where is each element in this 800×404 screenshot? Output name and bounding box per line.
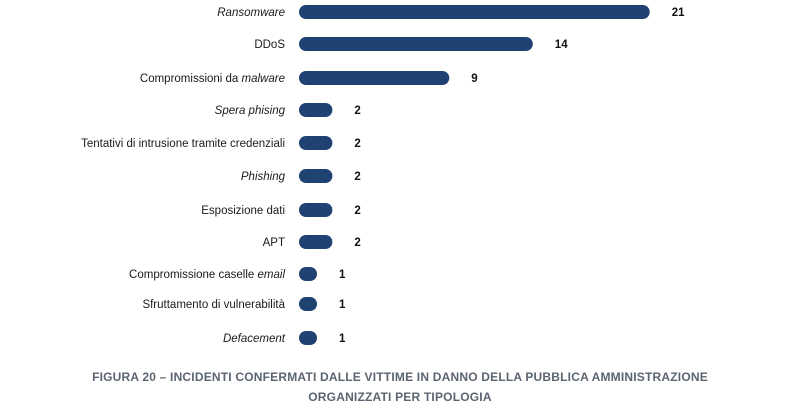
value-label-esposizione-dati: 2 — [354, 205, 360, 217]
category-label-ddos: DDoS — [254, 39, 285, 51]
figure-caption-line-1: FIGURA 20 – INCIDENTI CONFERMATI DALLE V… — [92, 370, 708, 384]
category-label-sfruttamento-di-vulnerabilit: Sfruttamento di vulnerabilità — [142, 299, 285, 311]
bar-ddos — [299, 37, 533, 51]
category-label-phishing: Phishing — [241, 171, 286, 183]
bar-tentativi-di-intrusione-tramite-credenziali — [299, 136, 333, 150]
category-label-defacement: Defacement — [223, 333, 286, 345]
category-label-tentativi-di-intrusione-tramite-credenziali: Tentativi di intrusione tramite credenzi… — [81, 138, 285, 150]
value-label-ransomware: 21 — [672, 7, 685, 19]
bar-ransomware — [299, 5, 650, 19]
bar-spera-phising — [299, 103, 333, 117]
figure-caption-line-2: ORGANIZZATI PER TIPOLOGIA — [308, 390, 492, 404]
bar-compromissione-caselle-email — [299, 267, 317, 281]
category-label-compromissioni-da-malware: Compromissioni da malware — [140, 73, 285, 85]
value-label-sfruttamento-di-vulnerabilit: 1 — [339, 299, 346, 311]
bar-sfruttamento-di-vulnerabilit — [299, 297, 317, 311]
category-label-compromissione-caselle-email: Compromissione caselle email — [129, 269, 285, 281]
category-label-apt: APT — [263, 237, 285, 249]
bar-compromissioni-da-malware — [299, 71, 450, 85]
category-label-esposizione-dati: Esposizione dati — [201, 205, 285, 217]
bar-phishing — [299, 169, 333, 183]
bar-esposizione-dati — [299, 203, 333, 217]
value-label-compromissione-caselle-email: 1 — [339, 269, 346, 281]
category-label-spera-phising: Spera phising — [215, 105, 286, 117]
value-label-defacement: 1 — [339, 333, 346, 345]
value-label-ddos: 14 — [555, 39, 568, 51]
value-label-tentativi-di-intrusione-tramite-credenziali: 2 — [354, 138, 360, 150]
bar-defacement — [299, 331, 317, 345]
value-label-phishing: 2 — [354, 171, 360, 183]
value-label-compromissioni-da-malware: 9 — [471, 73, 477, 85]
category-label-ransomware: Ransomware — [217, 7, 285, 19]
value-label-apt: 2 — [354, 237, 360, 249]
bar-apt — [299, 235, 333, 249]
value-label-spera-phising: 2 — [354, 105, 360, 117]
